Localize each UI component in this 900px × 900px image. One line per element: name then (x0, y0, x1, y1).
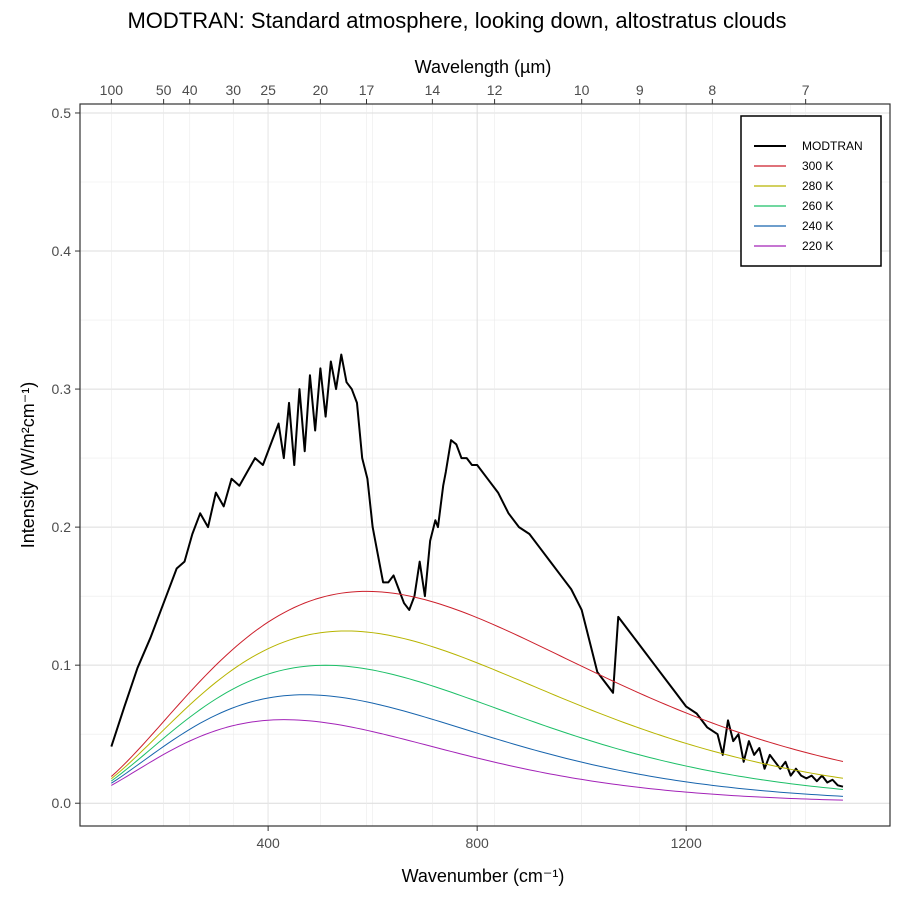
x2-tick-label: 7 (802, 82, 810, 98)
x2-tick-label: 12 (487, 82, 503, 98)
y-tick-label: 0.2 (52, 519, 72, 535)
lines-layer (110, 353, 844, 801)
series-line-260-k (111, 664, 844, 790)
y-tick-label: 0.4 (52, 243, 72, 259)
y-tick-label: 0.0 (52, 795, 72, 811)
x2-tick-label: 17 (359, 82, 375, 98)
series-line-220-k (111, 719, 843, 801)
x2-tick-label: 9 (636, 82, 644, 98)
legend-label-240-k: 240 K (802, 219, 833, 233)
y-axis-title: Intensity (W/m²cm⁻¹) (18, 382, 38, 549)
y-tick-label: 0.5 (52, 105, 72, 121)
x2-tick-label: 8 (708, 82, 716, 98)
x2-tick-label: 14 (425, 82, 441, 98)
x2-axis-title: Wavelength (µm) (415, 57, 552, 77)
y-tick-label: 0.1 (52, 657, 72, 673)
x2-tick-label: 20 (313, 82, 329, 98)
x2-tick-label: 25 (260, 82, 276, 98)
chart-title: MODTRAN: Standard atmosphere, looking do… (127, 8, 786, 33)
x-tick-label: 400 (256, 835, 280, 851)
series-line-280-k (111, 630, 844, 780)
legend-label-220-k: 220 K (802, 239, 833, 253)
legend-label-modtran: MODTRAN (802, 139, 863, 153)
legend-box (740, 115, 882, 267)
legend-label-260-k: 260 K (802, 199, 833, 213)
x2-tick-label: 40 (182, 82, 198, 98)
x-axis-title: Wavenumber (cm⁻¹) (402, 866, 565, 886)
x2-tick-label: 100 (100, 82, 124, 98)
legend: MODTRAN 300 K 280 K 260 K 240 K 220 K (740, 115, 882, 267)
axes-layer: 400 800 1200 0.0 0.1 0.2 0.3 0.4 0.5 100 50 40 30 25 2… (52, 82, 810, 851)
legend-label-300-k: 300 K (802, 159, 833, 173)
legend-label-280-k: 280 K (802, 179, 833, 193)
plot-border (79, 103, 891, 827)
x-tick-label: 1200 (671, 835, 702, 851)
x2-tick-label: 10 (574, 82, 590, 98)
series-line-modtran (110, 353, 844, 788)
y-tick-label: 0.3 (52, 381, 72, 397)
x2-tick-label: 50 (156, 82, 172, 98)
series-line-300-k (111, 590, 844, 777)
series-line-240-k (111, 694, 843, 797)
x-tick-label: 800 (465, 835, 489, 851)
x2-tick-label: 30 (226, 82, 242, 98)
